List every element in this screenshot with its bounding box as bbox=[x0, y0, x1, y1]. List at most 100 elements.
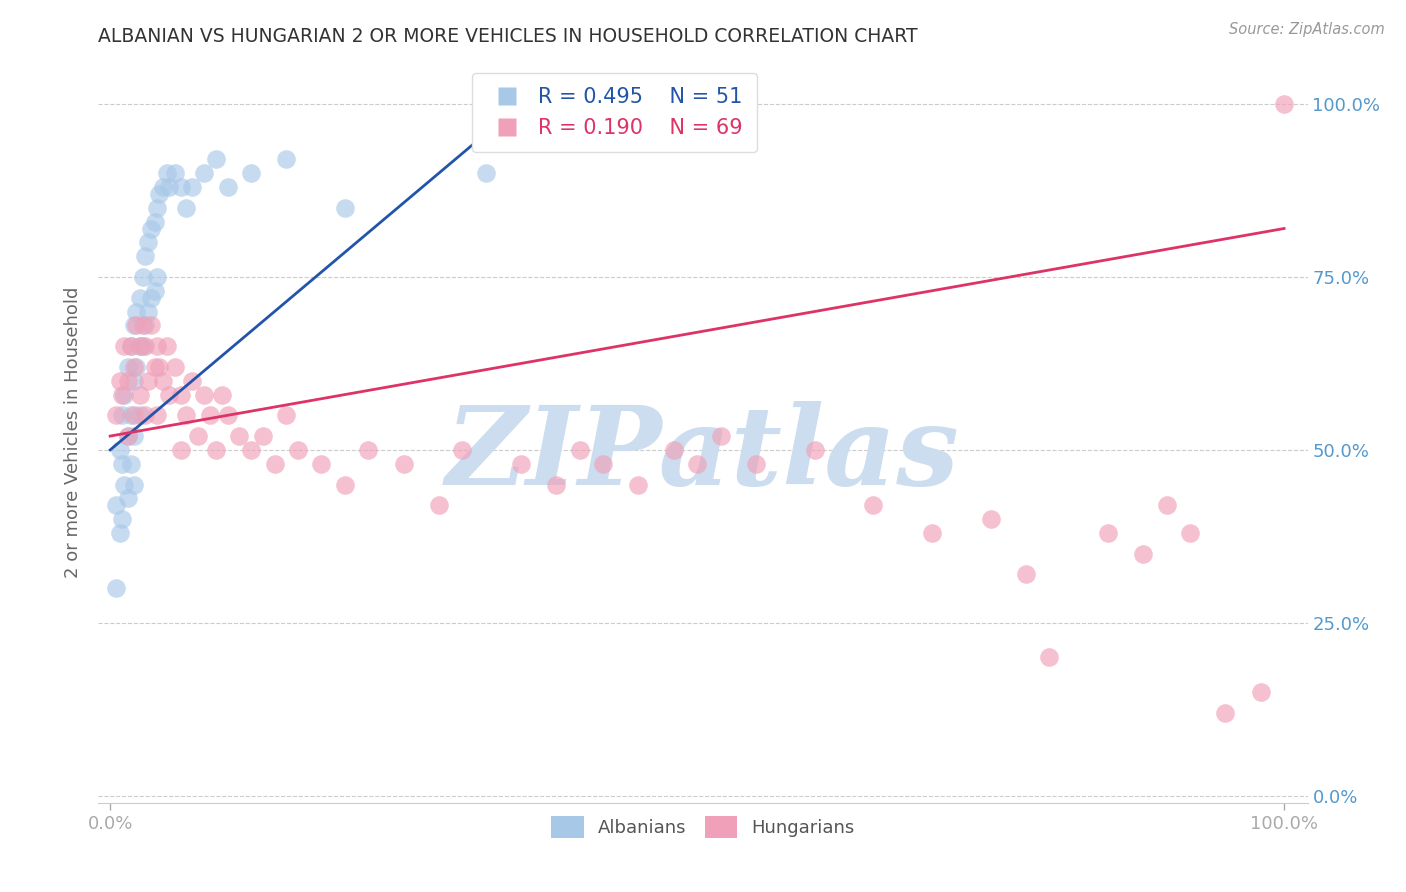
Text: ALBANIAN VS HUNGARIAN 2 OR MORE VEHICLES IN HOUSEHOLD CORRELATION CHART: ALBANIAN VS HUNGARIAN 2 OR MORE VEHICLES… bbox=[98, 27, 918, 45]
Point bbox=[117, 374, 139, 388]
Point bbox=[146, 201, 169, 215]
Point bbox=[141, 291, 163, 305]
Point bbox=[263, 457, 285, 471]
Point bbox=[392, 457, 415, 471]
Point bbox=[510, 457, 533, 471]
Point bbox=[1272, 97, 1295, 112]
Point bbox=[157, 387, 180, 401]
Point bbox=[117, 491, 139, 506]
Point bbox=[333, 201, 356, 215]
Point bbox=[117, 359, 139, 374]
Point bbox=[122, 359, 145, 374]
Point bbox=[211, 387, 233, 401]
Point bbox=[276, 153, 298, 167]
Point bbox=[287, 442, 309, 457]
Point bbox=[1215, 706, 1237, 720]
Point bbox=[128, 409, 150, 423]
Point bbox=[105, 498, 128, 512]
Point bbox=[155, 339, 177, 353]
Point bbox=[252, 429, 274, 443]
Point bbox=[228, 429, 250, 443]
Point bbox=[125, 318, 148, 333]
Point bbox=[568, 442, 591, 457]
Point bbox=[152, 374, 174, 388]
Point bbox=[132, 318, 155, 333]
Point bbox=[427, 498, 450, 512]
Point bbox=[662, 442, 685, 457]
Point bbox=[122, 429, 145, 443]
Point bbox=[592, 457, 614, 471]
Point bbox=[136, 304, 159, 318]
Point bbox=[710, 429, 733, 443]
Point bbox=[357, 442, 380, 457]
Point bbox=[204, 153, 226, 167]
Point bbox=[204, 442, 226, 457]
Point bbox=[120, 409, 142, 423]
Point bbox=[240, 442, 263, 457]
Point bbox=[686, 457, 709, 471]
Point bbox=[111, 387, 134, 401]
Point bbox=[132, 269, 155, 284]
Point bbox=[122, 374, 145, 388]
Point bbox=[134, 339, 156, 353]
Point bbox=[122, 477, 145, 491]
Point bbox=[112, 477, 135, 491]
Point bbox=[217, 409, 239, 423]
Point bbox=[128, 387, 150, 401]
Point bbox=[921, 525, 943, 540]
Point bbox=[134, 409, 156, 423]
Point bbox=[122, 318, 145, 333]
Point bbox=[108, 442, 131, 457]
Point bbox=[333, 477, 356, 491]
Point bbox=[546, 477, 568, 491]
Point bbox=[134, 318, 156, 333]
Point bbox=[1250, 685, 1272, 699]
Point bbox=[1180, 525, 1202, 540]
Point bbox=[134, 249, 156, 263]
Point bbox=[108, 374, 131, 388]
Point bbox=[276, 409, 298, 423]
Text: Source: ZipAtlas.com: Source: ZipAtlas.com bbox=[1229, 22, 1385, 37]
Legend: Albanians, Hungarians: Albanians, Hungarians bbox=[544, 809, 862, 846]
Point bbox=[1015, 567, 1038, 582]
Point bbox=[152, 180, 174, 194]
Point bbox=[141, 221, 163, 235]
Point bbox=[181, 374, 204, 388]
Point bbox=[105, 582, 128, 596]
Point bbox=[475, 166, 498, 180]
Point bbox=[128, 339, 150, 353]
Point bbox=[240, 166, 263, 180]
Point bbox=[803, 442, 825, 457]
Point bbox=[146, 269, 169, 284]
Point bbox=[143, 359, 166, 374]
Point bbox=[451, 442, 474, 457]
Point bbox=[193, 166, 215, 180]
Point bbox=[1097, 525, 1119, 540]
Point bbox=[1156, 498, 1178, 512]
Point bbox=[148, 186, 170, 201]
Point bbox=[141, 318, 163, 333]
Point bbox=[176, 201, 198, 215]
Point bbox=[198, 409, 221, 423]
Point bbox=[125, 304, 148, 318]
Point bbox=[217, 180, 239, 194]
Point bbox=[157, 180, 180, 194]
Point bbox=[187, 429, 209, 443]
Point bbox=[146, 409, 169, 423]
Point bbox=[1038, 650, 1060, 665]
Point bbox=[111, 512, 134, 526]
Point bbox=[120, 339, 142, 353]
Point bbox=[132, 339, 155, 353]
Point bbox=[136, 235, 159, 250]
Point bbox=[862, 498, 884, 512]
Point bbox=[163, 359, 186, 374]
Point bbox=[105, 409, 128, 423]
Point bbox=[111, 409, 134, 423]
Point bbox=[176, 409, 198, 423]
Point bbox=[122, 409, 145, 423]
Point bbox=[148, 359, 170, 374]
Point bbox=[311, 457, 333, 471]
Point bbox=[163, 166, 186, 180]
Y-axis label: 2 or more Vehicles in Household: 2 or more Vehicles in Household bbox=[65, 287, 83, 578]
Point bbox=[112, 339, 135, 353]
